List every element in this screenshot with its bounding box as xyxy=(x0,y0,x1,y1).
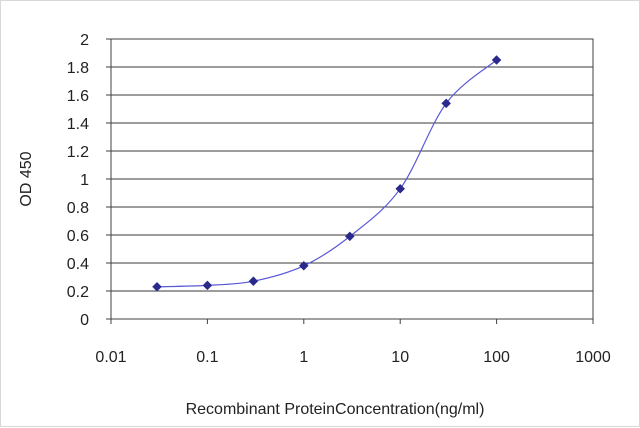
series-line xyxy=(156,59,497,288)
data-point xyxy=(248,276,259,287)
data-point xyxy=(344,231,355,242)
data-point xyxy=(441,98,452,109)
y-tick-label: 1.8 xyxy=(67,60,89,77)
y-tick-label: 0.6 xyxy=(67,228,89,245)
y-tick-label: 1.2 xyxy=(67,144,89,161)
y-axis-ticks: 0 0.2 0.4 0.6 0.8 1 1.2 1.4 1.6 1.8 2 xyxy=(67,32,111,329)
series-group xyxy=(152,55,502,292)
x-axis-label: Recombinant ProteinConcentration(ng/ml) xyxy=(186,401,485,418)
y-tick-label: 1.4 xyxy=(67,116,89,133)
y-tick-label: 0.2 xyxy=(67,284,89,301)
data-point xyxy=(395,183,406,194)
x-tick-label: 10 xyxy=(391,349,409,366)
data-point xyxy=(298,260,309,271)
x-tick-label: 100 xyxy=(483,349,510,366)
data-point xyxy=(491,55,502,65)
y-tick-label: 2 xyxy=(80,32,89,49)
x-tick-label: 0.1 xyxy=(196,349,218,366)
x-tick-label: 1 xyxy=(299,349,308,366)
y-tick-label: 1 xyxy=(80,172,89,189)
data-point xyxy=(152,281,162,292)
gridlines xyxy=(111,66,593,292)
data-point xyxy=(202,280,213,291)
y-tick-label: 0 xyxy=(80,312,89,329)
y-axis-label: OD 450 xyxy=(18,151,35,206)
x-tick-label: 0.01 xyxy=(95,349,126,366)
y-tick-label: 0.8 xyxy=(67,200,89,217)
y-tick-label: 0.4 xyxy=(67,256,89,273)
x-axis-ticks: 0.01 0.1 1 10 100 1000 xyxy=(95,319,611,366)
x-tick-label: 1000 xyxy=(575,349,611,366)
y-tick-label: 1.6 xyxy=(67,88,89,105)
